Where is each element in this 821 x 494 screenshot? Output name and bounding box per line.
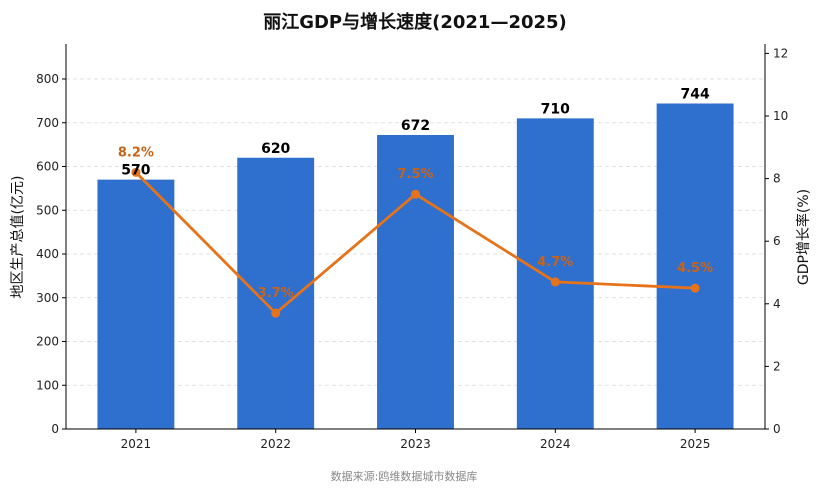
x-tick-label: 2025 bbox=[680, 437, 711, 451]
y-tick-label: 800 bbox=[36, 72, 59, 86]
y-tick-label: 600 bbox=[36, 160, 59, 174]
y-tick-label: 300 bbox=[36, 291, 59, 305]
y2-tick-label: 0 bbox=[773, 422, 781, 436]
growth-point-2021 bbox=[131, 167, 141, 177]
y-tick-label: 700 bbox=[36, 116, 59, 130]
bar-value-label: 710 bbox=[541, 101, 570, 117]
source-note: 数据来源:鸥维数据城市数据库 bbox=[331, 469, 478, 483]
y2-tick-label: 2 bbox=[773, 359, 781, 373]
bar-value-label: 570 bbox=[121, 163, 150, 179]
bars bbox=[97, 103, 734, 429]
y-tick-label: 0 bbox=[51, 422, 59, 436]
bar-2025 bbox=[656, 103, 734, 429]
growth-value-label: 7.5% bbox=[397, 167, 433, 182]
growth-point-2024 bbox=[550, 277, 560, 287]
chart-title: 丽江GDP与增长速度(2021—2025) bbox=[263, 11, 567, 33]
y2-tick-label: 10 bbox=[773, 109, 788, 123]
y2-tick-label: 8 bbox=[773, 172, 781, 186]
x-tick-label: 2022 bbox=[260, 437, 291, 451]
bar-value-label: 672 bbox=[401, 118, 430, 134]
y2-tick-label: 4 bbox=[773, 297, 781, 311]
x-tick-label: 2024 bbox=[540, 437, 571, 451]
bar-2024 bbox=[516, 118, 594, 429]
axes: 0 100 200 300 400 500 600 700 800 0 2 4 6 8 10 12 2021 20… bbox=[36, 44, 788, 451]
growth-value-label: 4.5% bbox=[677, 261, 713, 276]
y2-tick-label: 6 bbox=[773, 234, 781, 248]
growth-point-2023 bbox=[411, 189, 420, 199]
growth-line bbox=[131, 167, 700, 318]
growth-point-2022 bbox=[271, 308, 281, 318]
data-labels: 570 620 672 710 744 8.2% 3.7% 7.5% 4.7% 4.5% bbox=[118, 87, 713, 302]
y-tick-label: 100 bbox=[36, 378, 59, 392]
y-tick-label: 400 bbox=[36, 247, 59, 261]
y2-axis-label: GDP增长率(%) bbox=[795, 189, 812, 285]
bar-2022 bbox=[237, 157, 315, 429]
y-tick-label: 500 bbox=[36, 203, 59, 217]
growth-value-label: 4.7% bbox=[537, 255, 573, 270]
y2-tick-label: 12 bbox=[773, 46, 788, 60]
y-axis-label: 地区生产总值(亿元) bbox=[10, 176, 26, 299]
y-tick-label: 200 bbox=[36, 335, 59, 349]
bar-2023 bbox=[377, 135, 454, 429]
bar-value-label: 620 bbox=[261, 141, 290, 157]
growth-value-label: 3.7% bbox=[258, 286, 294, 301]
bar-2021 bbox=[97, 179, 175, 429]
growth-point-2025 bbox=[690, 283, 700, 293]
grid bbox=[66, 78, 765, 386]
x-tick-label: 2021 bbox=[121, 437, 152, 451]
bar-value-label: 744 bbox=[680, 87, 709, 103]
growth-value-label: 8.2% bbox=[118, 145, 154, 160]
x-tick-label: 2023 bbox=[400, 437, 431, 451]
